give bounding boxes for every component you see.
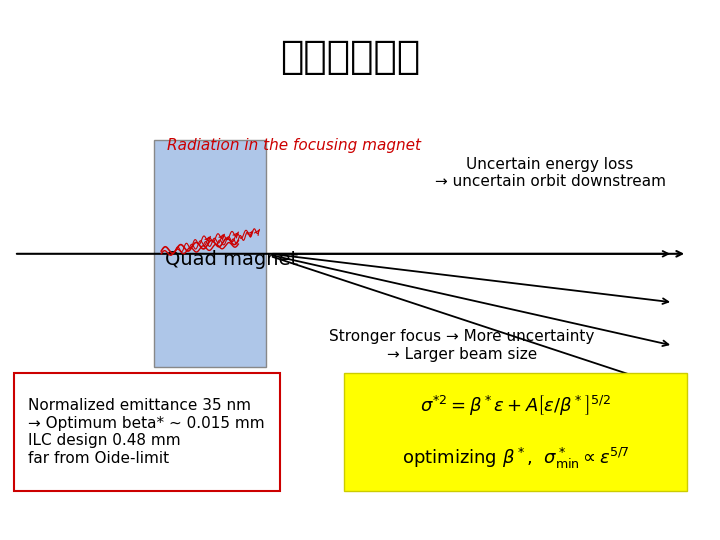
Text: Uncertain energy loss
→ uncertain orbit downstream: Uncertain energy loss → uncertain orbit … [435,157,666,189]
Text: Quad magnet: Quad magnet [165,249,298,269]
Text: Radiation in the focusing magnet: Radiation in the focusing magnet [168,138,421,153]
Text: $\sigma^{*2} = \beta^* \varepsilon + A\left[\varepsilon/\beta^*\right]^{5/2}$: $\sigma^{*2} = \beta^* \varepsilon + A\l… [420,394,611,418]
Text: Normalized emittance 35 nm
→ Optimum beta* ~ 0.015 mm
ILC design 0.48 mm
far fro: Normalized emittance 35 nm → Optimum bet… [28,399,265,465]
Text: optimizing $\beta^*$,  $\sigma^*_{\mathrm{min}} \propto \varepsilon^{5/7}$: optimizing $\beta^*$, $\sigma^*_{\mathrm… [402,446,629,471]
Bar [14,373,280,491]
Bar [343,373,687,491]
Bar [154,140,266,367]
Text: Stronger focus → More uncertainty
→ Larger beam size: Stronger focus → More uncertainty → Larg… [330,329,595,362]
Text: 生出リミット: 生出リミット [280,38,420,76]
